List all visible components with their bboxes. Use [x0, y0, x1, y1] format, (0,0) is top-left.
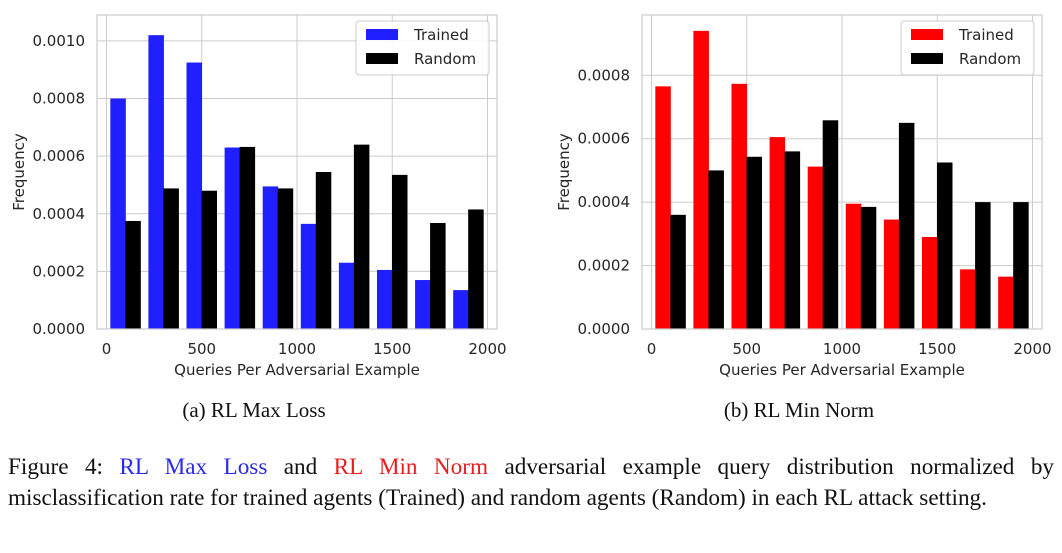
x-tick-label: 1500 [373, 340, 411, 358]
bar-trained [376, 269, 393, 329]
x-tick-label: 0 [647, 340, 657, 358]
x-tick-label: 500 [187, 340, 216, 358]
y-tick-label: 0.0010 [33, 32, 86, 50]
bar-trained [731, 83, 748, 329]
y-tick-label: 0.0006 [578, 130, 631, 148]
legend: Trained Random [900, 20, 1035, 76]
caption-term-rl-max-loss: RL Max Loss [119, 454, 268, 480]
bar-random [353, 144, 370, 329]
subcaption-b: (b) RL Min Norm [723, 398, 875, 422]
bar-trained [453, 290, 469, 329]
caption-term-rl-min-norm: RL Min Norm [333, 454, 489, 480]
subcaption-a: (a) RL Max Loss [182, 398, 326, 422]
chart-b: 0.0000 0.0002 0.0004 0.0006 0.0008 0 500 1000 15… [555, 14, 1052, 379]
bar-random [822, 120, 839, 329]
caption-label: Figure 4: [8, 454, 120, 480]
bar-trained [998, 276, 1014, 329]
y-tick-label: 0.0000 [578, 320, 631, 338]
x-tick-label: 2000 [1013, 340, 1051, 358]
bar-trained [769, 137, 786, 329]
x-tick-label: 0 [102, 340, 112, 358]
bar-random [315, 172, 332, 329]
bar-random [201, 190, 218, 329]
bar-random [746, 156, 763, 329]
bar-trained [960, 269, 976, 329]
bar-random [125, 220, 141, 329]
bar-trained [807, 166, 824, 329]
bar-random [860, 206, 877, 329]
x-tick-label: 1500 [918, 340, 956, 358]
legend-label-random: Random [959, 50, 1021, 68]
legend-label-random: Random [414, 50, 476, 68]
bar-trained [921, 237, 938, 329]
bar-random [898, 122, 915, 330]
plot-frame [641, 14, 1043, 330]
y-tick-label: 0.0004 [33, 205, 86, 223]
legend-swatch-trained [366, 29, 398, 40]
bar-random [239, 146, 256, 329]
ticks: 0.0000 0.0002 0.0004 0.0006 0.0008 0.0010 0 500… [33, 32, 507, 358]
bar-random [277, 188, 294, 329]
y-tick-label: 0.0008 [33, 90, 86, 108]
y-tick-label: 0.0000 [33, 320, 86, 338]
bar-random [430, 222, 446, 329]
y-tick-label: 0.0004 [578, 193, 631, 211]
legend-swatch-random [911, 53, 943, 64]
x-tick-label: 1000 [278, 340, 316, 358]
bar-random [936, 162, 953, 329]
y-tick-label: 0.0008 [578, 66, 631, 84]
bar-random [1013, 202, 1029, 329]
ticks: 0.0000 0.0002 0.0004 0.0006 0.0008 0 500 1000 15… [578, 66, 1052, 358]
legend-label-trained: Trained [413, 26, 469, 44]
bar-random [784, 151, 801, 329]
bar-random [163, 188, 179, 329]
bars [110, 35, 484, 330]
bar-trained [693, 30, 709, 330]
chart-a: 0.0000 0.0002 0.0004 0.0006 0.0008 0.0010 0 500… [10, 14, 507, 379]
y-tick-label: 0.0006 [33, 147, 86, 165]
bar-random [468, 209, 484, 329]
bar-trained [883, 219, 900, 329]
x-axis-label: Queries Per Adversarial Example [719, 361, 965, 379]
bar-trained [845, 203, 862, 329]
bar-trained [415, 280, 431, 329]
x-tick-label: 500 [732, 340, 761, 358]
bar-trained [262, 186, 279, 329]
bars [655, 30, 1029, 330]
bar-random [975, 202, 991, 329]
bar-random [708, 170, 724, 329]
y-axis-label: Frequency [10, 133, 28, 211]
caption-rest: adversarial example query distribution n… [8, 454, 1055, 511]
bar-trained [224, 147, 241, 329]
bar-trained [186, 62, 203, 330]
y-axis-label: Frequency [555, 133, 573, 211]
y-tick-label: 0.0002 [33, 262, 86, 280]
y-tick-label: 0.0002 [578, 257, 631, 275]
x-tick-label: 2000 [468, 340, 506, 358]
figure-caption: Figure 4: RL Max Loss and RL Min Norm ad… [8, 452, 1054, 514]
x-axis-label: Queries Per Adversarial Example [174, 361, 420, 379]
bar-trained [655, 86, 671, 329]
legend: Trained Random [355, 20, 490, 76]
bar-trained [110, 98, 126, 329]
legend-label-trained: Trained [958, 26, 1014, 44]
bar-random [391, 174, 408, 329]
bar-trained [338, 262, 355, 329]
plot-frame [96, 14, 498, 330]
legend-swatch-trained [911, 29, 943, 40]
x-tick-label: 1000 [823, 340, 861, 358]
bar-random [670, 214, 686, 329]
bar-trained [300, 223, 317, 329]
bar-trained [148, 35, 164, 330]
caption-connector: and [267, 454, 334, 480]
legend-swatch-random [366, 53, 398, 64]
